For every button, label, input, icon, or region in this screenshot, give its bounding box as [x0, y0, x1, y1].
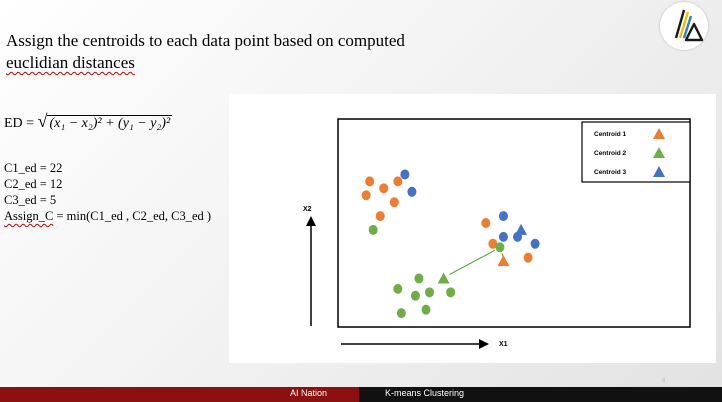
- data-point: [530, 238, 540, 249]
- data-point: [368, 224, 378, 235]
- assign-rest: = min(C1_ed , C2_ed, C3_ed ): [53, 209, 212, 223]
- slide-title: Assign the centroids to each data point …: [6, 30, 466, 74]
- c3-distance: C3_ed = 5: [4, 193, 57, 207]
- legend-marker: [653, 147, 665, 158]
- centroid-marker: [497, 255, 510, 267]
- legend-label: Centroid 2: [594, 150, 627, 157]
- y-axis-label: X2: [303, 206, 312, 213]
- footer-accent: [0, 387, 359, 402]
- footer-left-text: AI Nation: [290, 388, 328, 398]
- data-point: [446, 287, 456, 298]
- footer-right-text: K-means Clustering: [385, 388, 465, 398]
- data-point: [488, 238, 498, 249]
- page-number: 8: [662, 378, 666, 384]
- c2-distance: C2_ed = 12: [4, 177, 63, 191]
- data-point: [498, 211, 508, 222]
- data-point: [379, 183, 389, 194]
- x-axis-label: X1: [499, 341, 508, 348]
- data-point: [421, 304, 431, 315]
- data-point: [523, 252, 533, 263]
- x-axis-arrowhead: [479, 339, 489, 349]
- data-point: [389, 197, 399, 208]
- ai-nation-logo-icon: [660, 2, 708, 50]
- data-point: [393, 176, 403, 187]
- legend-marker: [653, 128, 665, 139]
- footer-bar: AI Nation K-means Clustering: [0, 387, 722, 402]
- legend-label: Centroid 3: [594, 169, 627, 176]
- formula-lhs: ED =: [4, 116, 35, 131]
- data-point: [361, 190, 371, 201]
- assign-expression: Assign_C = min(C1_ed , C2_ed, C3_ed ): [4, 210, 211, 223]
- y-axis-arrowhead: [306, 216, 316, 226]
- data-point: [393, 283, 403, 294]
- data-point: [495, 242, 505, 253]
- centroid-marker: [515, 223, 528, 235]
- centroid-marker: [437, 272, 450, 284]
- plot-frame: [337, 118, 691, 328]
- data-point: [410, 290, 420, 301]
- scatter-chart: X2 X1 Centroid 1 Centroid 2 Centroid 3: [229, 94, 716, 363]
- data-point: [425, 287, 435, 298]
- data-point: [400, 169, 410, 180]
- legend-label: Centroid 1: [594, 131, 627, 138]
- legend-marker: [653, 166, 665, 177]
- c1-distance: C1_ed = 22: [4, 161, 63, 175]
- data-point: [365, 176, 375, 187]
- data-point: [481, 218, 491, 228]
- data-point: [407, 186, 417, 197]
- title-line-1: Assign the centroids to each data point …: [6, 31, 405, 50]
- assignment-line: [449, 249, 496, 275]
- assign-prefix: Assign_C: [4, 209, 54, 223]
- title-line-2: euclidian distances: [6, 53, 135, 72]
- data-point: [414, 273, 424, 284]
- data-point: [375, 211, 385, 222]
- euclidean-formula: ED = √ (x₁ − x₂)² + (y₁ − y₂)²: [4, 111, 173, 132]
- formula-rhs: (x₁ − x₂)² + (y₁ − y₂)²: [47, 115, 173, 131]
- legend-box: [581, 121, 691, 183]
- data-point: [396, 308, 406, 319]
- data-point: [498, 231, 508, 242]
- sqrt-icon: √: [37, 111, 48, 131]
